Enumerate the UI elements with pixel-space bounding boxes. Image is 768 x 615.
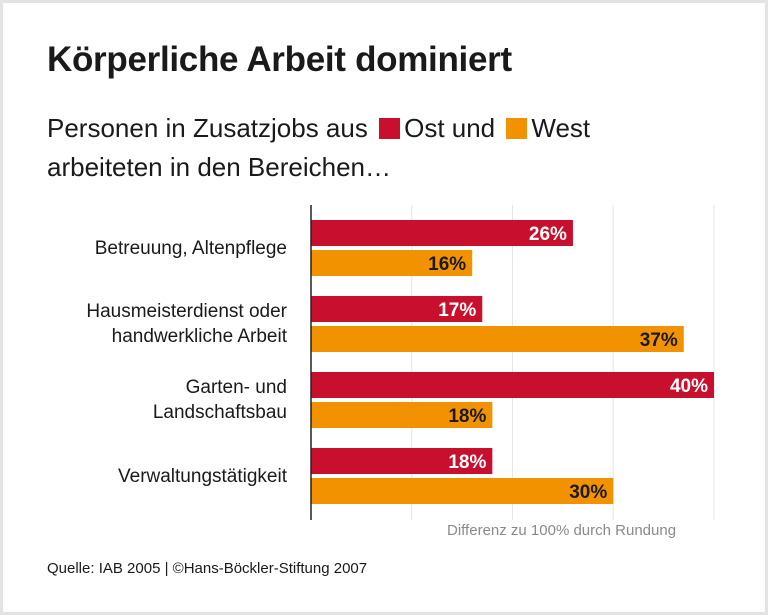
category-label-line: Betreuung, Altenpflege xyxy=(94,237,287,259)
category-label: Garten- und Landschaftsbau xyxy=(153,375,287,425)
value-label: 30% xyxy=(569,482,607,503)
bar-west xyxy=(311,402,493,428)
subtitle-line-2: arbeiteten in den Bereichen… xyxy=(47,152,392,182)
category-label: Hausmeisterdienst oder handwerkliche Arbe… xyxy=(86,299,287,349)
subtitle-prefix: Personen in Zusatzjobs aus xyxy=(47,113,368,143)
bar-ost xyxy=(311,448,493,474)
category-label-line: handwerkliche Arbeit xyxy=(111,326,287,347)
value-label: 17% xyxy=(438,300,476,321)
legend-label-ost: Ost und xyxy=(404,113,496,143)
value-label: 26% xyxy=(529,224,567,245)
value-label: 37% xyxy=(640,330,678,351)
bar-west xyxy=(311,326,684,352)
legend-swatch-ost xyxy=(379,118,401,139)
category-label-line: Verwaltungstätigkeit xyxy=(118,465,287,487)
bar-ost xyxy=(311,296,483,322)
bar-west xyxy=(311,478,614,504)
bar-ost xyxy=(311,220,573,246)
bar-west xyxy=(311,250,473,276)
value-label: 18% xyxy=(448,406,486,427)
value-label: 16% xyxy=(428,254,466,275)
value-label: 18% xyxy=(448,452,486,473)
bar-ost xyxy=(311,372,714,398)
category-label-line: Garten- und xyxy=(185,377,287,398)
legend-swatch-west xyxy=(506,118,528,139)
chart-title: Körperliche Arbeit dominiert xyxy=(47,40,512,79)
category-label: Betreuung, Altenpflege xyxy=(95,236,287,261)
source-credit: Quelle: IAB 2005 | ©Hans-Böckler-Stiftun… xyxy=(47,560,368,577)
legend-label-west: West xyxy=(531,113,591,143)
rounding-note: Differenz zu 100% durch Rundung xyxy=(447,522,677,539)
category-label: Verwaltungstätigkeit xyxy=(118,464,287,489)
subtitle-line-1: Personen in Zusatzjobs aus Ost und West xyxy=(47,113,590,144)
category-label-line: Hausmeisterdienst oder xyxy=(86,301,287,322)
value-label: 40% xyxy=(670,376,708,397)
category-label-line: Landschaftsbau xyxy=(152,402,287,423)
